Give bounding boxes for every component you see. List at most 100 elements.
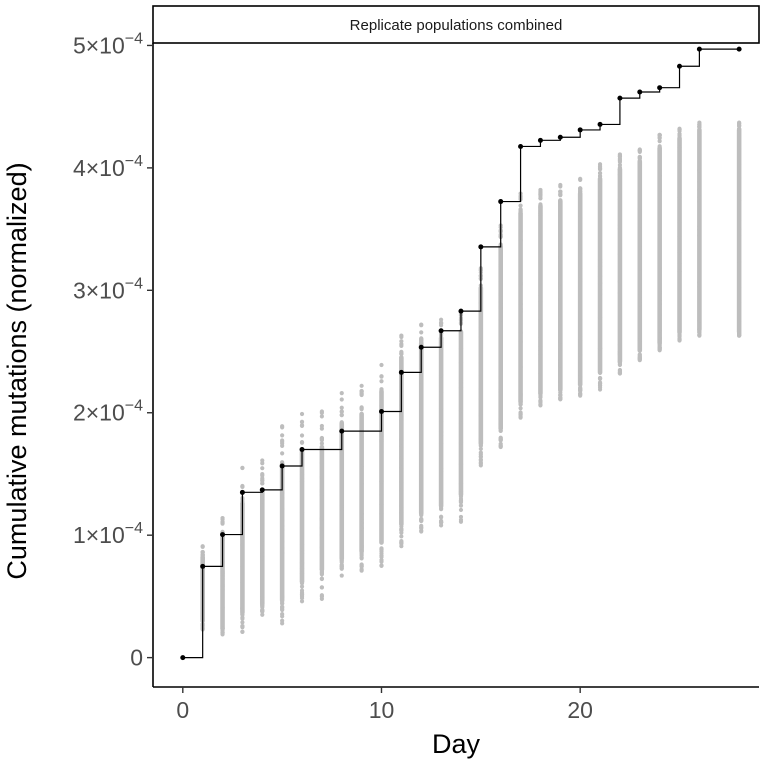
observed-point <box>418 344 424 350</box>
simulated-point <box>280 518 285 523</box>
simulated-day-6 <box>299 411 305 604</box>
simulated-point <box>419 452 424 457</box>
simulated-day-19 <box>558 182 563 402</box>
simulated-point <box>538 192 543 197</box>
simulated-point <box>558 361 563 366</box>
simulated-point <box>240 616 245 621</box>
simulated-point <box>379 553 384 558</box>
simulated-point <box>419 375 424 380</box>
simulated-point <box>458 481 464 486</box>
simulated-point <box>458 491 464 496</box>
simulated-point <box>697 195 702 200</box>
simulated-point <box>379 432 384 438</box>
simulated-point <box>419 435 424 441</box>
simulated-point <box>518 339 523 344</box>
simulated-point <box>597 273 603 279</box>
simulated-point <box>399 334 404 340</box>
simulated-point <box>280 506 285 511</box>
simulated-point <box>379 403 384 408</box>
simulated-day-26 <box>697 120 702 338</box>
simulated-day-24 <box>657 132 662 353</box>
simulated-point <box>498 279 503 285</box>
simulated-point <box>458 514 464 520</box>
observed-point <box>259 487 265 493</box>
simulated-point <box>399 465 404 470</box>
simulated-point <box>498 428 503 433</box>
simulated-point <box>538 395 543 400</box>
y-tick-label: 4×10−4 <box>73 153 143 181</box>
simulated-point <box>280 523 285 529</box>
simulated-point <box>379 511 384 516</box>
observed-point <box>597 121 603 127</box>
facet-label: Replicate populations combined <box>350 17 563 34</box>
simulated-point <box>518 282 523 287</box>
observed-point <box>200 563 206 569</box>
simulated-point <box>697 227 702 232</box>
simulated-point <box>518 400 523 405</box>
simulated-day-9 <box>359 383 364 573</box>
simulated-point <box>617 162 623 168</box>
simulated-point <box>578 188 583 194</box>
simulated-point <box>578 216 583 222</box>
simulated-point <box>597 178 603 184</box>
simulated-point <box>399 339 404 344</box>
simulated-point <box>578 386 583 392</box>
simulated-point <box>260 481 265 486</box>
simulated-point <box>438 441 444 446</box>
simulated-point <box>359 526 364 531</box>
simulated-point <box>240 564 245 569</box>
simulated-point <box>240 542 245 548</box>
simulated-day-4 <box>259 458 265 617</box>
simulated-point <box>617 197 623 202</box>
simulated-point <box>458 503 464 508</box>
x-axis-title: Day <box>432 729 481 759</box>
simulated-point <box>438 372 444 378</box>
simulated-point <box>558 379 563 384</box>
y-tick-label: 5×10−4 <box>73 30 143 58</box>
simulated-point <box>538 348 543 353</box>
simulated-point <box>359 517 364 522</box>
simulated-point <box>260 461 265 466</box>
facet-strip: Replicate populations combined <box>152 5 760 44</box>
simulated-point <box>339 472 344 477</box>
observed-point <box>279 463 285 469</box>
simulated-point <box>597 315 603 320</box>
simulated-point <box>319 492 324 498</box>
simulated-point <box>657 313 662 318</box>
simulated-point <box>458 499 464 505</box>
simulated-day-13 <box>438 317 444 528</box>
simulated-point <box>280 599 285 604</box>
simulated-point <box>498 300 503 305</box>
observed-point <box>736 46 742 52</box>
simulated-point <box>280 539 285 544</box>
simulated-point <box>637 243 642 248</box>
simulated-point <box>637 302 642 307</box>
simulated-point <box>379 388 384 393</box>
simulated-point <box>359 564 364 569</box>
simulated-point <box>319 460 324 466</box>
simulated-point <box>280 607 285 613</box>
simulated-point <box>697 168 702 173</box>
simulated-point <box>200 555 205 561</box>
simulated-point <box>737 147 742 152</box>
simulated-point <box>359 464 364 469</box>
simulated-point <box>280 425 285 430</box>
simulated-point <box>637 354 642 359</box>
simulated-point <box>359 556 364 561</box>
simulated-point <box>697 179 702 184</box>
simulated-point <box>299 566 305 571</box>
simulated-point <box>737 126 742 132</box>
simulated-point <box>299 561 305 566</box>
simulated-point <box>677 333 682 338</box>
simulated-point <box>438 406 444 411</box>
simulated-point <box>538 205 543 210</box>
simulated-point <box>299 599 305 604</box>
simulated-point <box>657 144 662 149</box>
simulated-point <box>399 527 404 532</box>
simulated-point <box>379 450 384 455</box>
observed-point <box>577 127 583 133</box>
simulated-point <box>637 338 642 343</box>
simulated-point <box>518 364 523 370</box>
simulated-point <box>299 571 305 576</box>
simulated-point <box>419 489 424 494</box>
